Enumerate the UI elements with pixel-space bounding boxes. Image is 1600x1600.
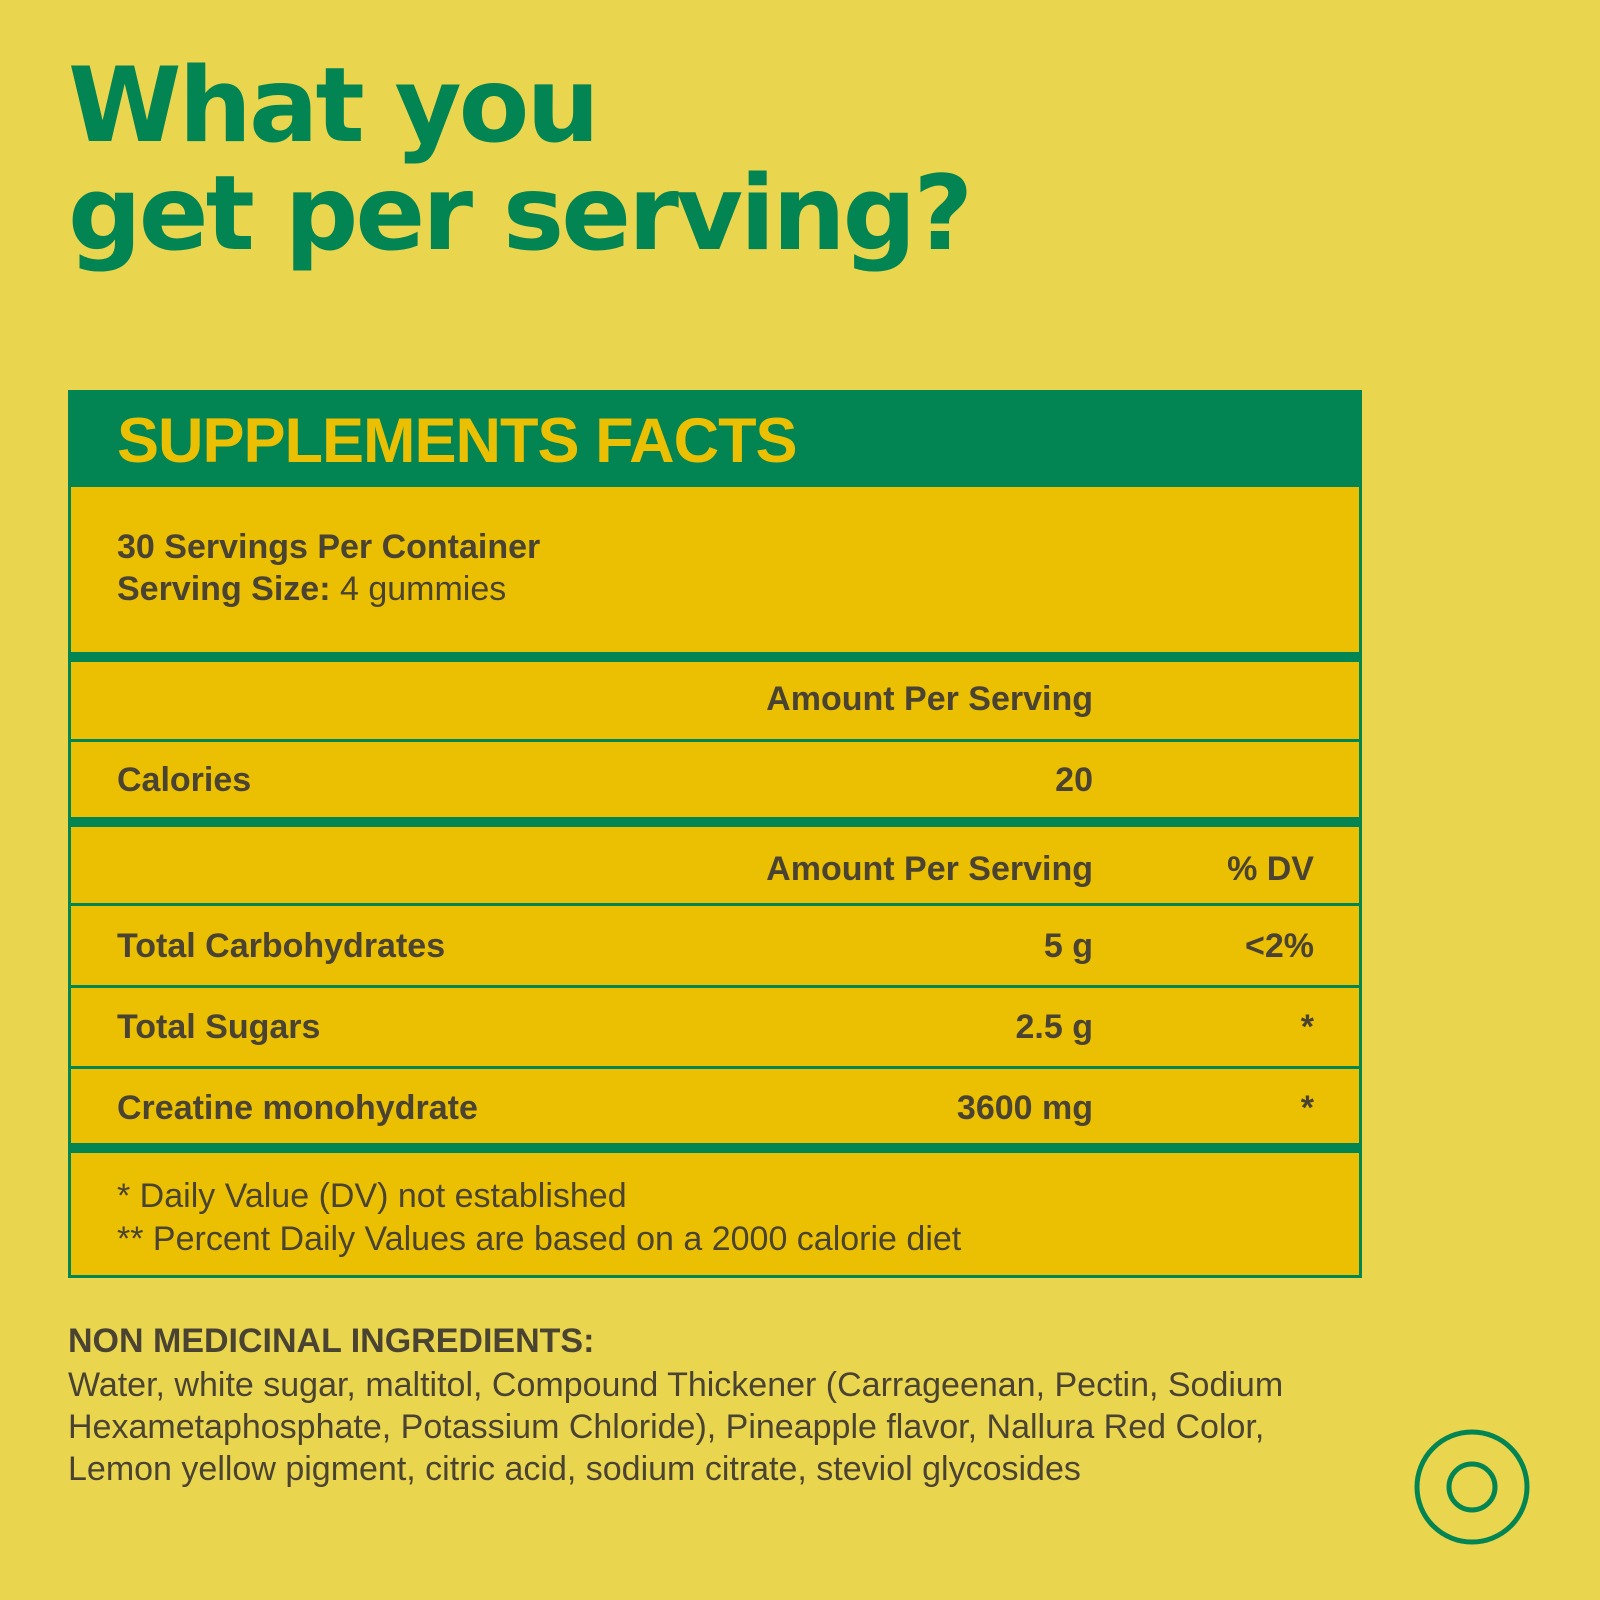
divider: [71, 985, 1359, 988]
divider: [71, 903, 1359, 906]
amount-per-serving-header: Amount Per Serving: [766, 850, 1093, 888]
servings-per-container: 30 Servings Per Container: [117, 528, 541, 566]
amount-per-serving-header: Amount Per Serving: [766, 680, 1093, 718]
facts-header: SUPPLEMENTS FACTS: [71, 393, 1359, 487]
divider: [71, 1066, 1359, 1069]
nutrient-amount: 2.5 g: [1015, 1008, 1093, 1046]
serving-size-value: 4 gummies: [339, 570, 507, 608]
headline-line-1: What you: [68, 46, 600, 166]
nutrient-dv: *: [1300, 1008, 1314, 1046]
nutrient-label: Total Sugars: [117, 1008, 321, 1046]
serving-size-label: Serving Size:: [117, 570, 331, 608]
calories-amount: 20: [1055, 761, 1093, 799]
nutrient-dv: *: [1300, 1089, 1314, 1127]
ring-icon: [1414, 1429, 1530, 1545]
footnotes: * Daily Value (DV) not established ** Pe…: [117, 1175, 961, 1261]
thick-divider: [71, 817, 1359, 827]
footnote: ** Percent Daily Values are based on a 2…: [117, 1220, 962, 1258]
footnote: * Daily Value (DV) not established: [117, 1177, 627, 1215]
nutrient-amount: 5 g: [1043, 927, 1093, 965]
page-headline: What you get per serving?: [68, 46, 973, 274]
divider: [71, 739, 1359, 742]
nutrient-label: Creatine monohydrate: [117, 1089, 478, 1127]
nutrient-amount: 3600 mg: [956, 1089, 1093, 1127]
headline-line-2: get per serving?: [68, 154, 973, 274]
facts-title: SUPPLEMENTS FACTS: [117, 406, 798, 476]
thick-divider: [71, 1143, 1359, 1153]
ingredients-list: Water, white sugar, maltitol, Compound T…: [68, 1366, 1284, 1488]
nutrient-dv: <2%: [1245, 927, 1314, 965]
dv-header: % DV: [1227, 850, 1314, 888]
calories-label: Calories: [117, 761, 252, 799]
thick-divider: [71, 652, 1359, 662]
nutrient-label: Total Carbohydrates: [117, 927, 446, 965]
supplement-facts-panel: SUPPLEMENTS FACTS 30 Servings Per Contai…: [68, 390, 1362, 1278]
servings-info: 30 Servings Per Container Serving Size: …: [117, 526, 540, 610]
ingredients-title: NON MEDICINAL INGREDIENTS:: [68, 1322, 595, 1360]
